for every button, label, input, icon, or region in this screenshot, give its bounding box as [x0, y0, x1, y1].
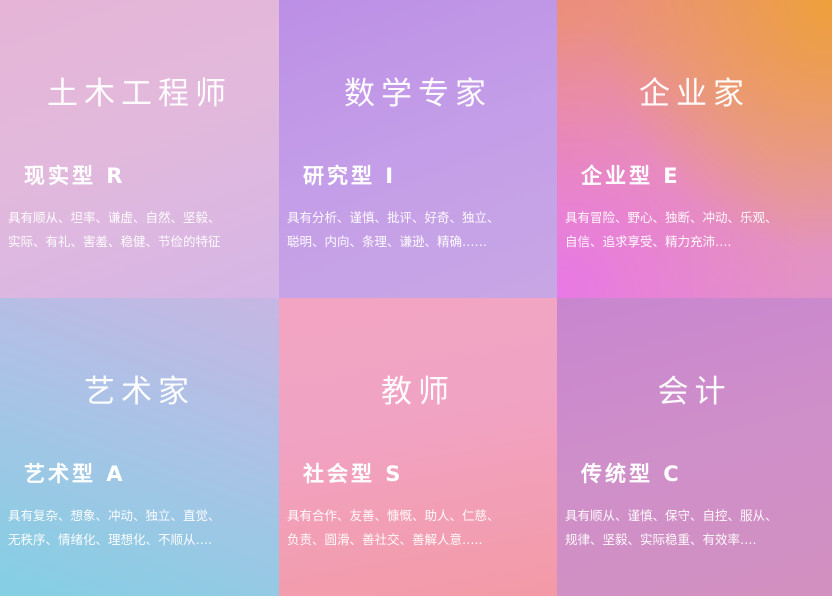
type-label: 企业型 E — [581, 164, 681, 188]
traits-line: 具有复杂、想象、冲动、独立、直觉、 — [8, 508, 221, 523]
type-label: 社会型 S — [303, 462, 404, 486]
traits-line: 具有顺从、坦率、谦虚、自然、坚毅、 — [8, 210, 221, 225]
traits-line: 规律、坚毅、实际稳重、有效率…. — [565, 532, 757, 547]
traits-text: 具有顺从、谨慎、保守、自控、服从、 规律、坚毅、实际稳重、有效率…. — [565, 504, 828, 552]
card-artistic: 艺术家 艺术型 A 具有复杂、想象、冲动、独立、直觉、 无秩序、情绪化、理想化、… — [0, 298, 279, 596]
traits-line: 具有顺从、谨慎、保守、自控、服从、 — [565, 508, 778, 523]
traits-line: 聪明、内向、条理、谦逊、精确…… — [287, 234, 488, 249]
job-title: 会计 — [657, 374, 732, 410]
job-title: 艺术家 — [84, 374, 195, 410]
card-investigative: 数学专家 研究型 I 具有分析、谨慎、批评、好奇、独立、 聪明、内向、条理、谦逊… — [279, 0, 557, 298]
traits-text: 具有冒险、野心、独断、冲动、乐观、 自信、追求享受、精力充沛…. — [565, 206, 828, 254]
job-title: 数学专家 — [344, 76, 492, 112]
traits-line: 具有冒险、野心、独断、冲动、乐观、 — [565, 210, 778, 225]
type-label: 研究型 I — [303, 164, 397, 188]
job-title: 企业家 — [639, 76, 750, 112]
type-label: 传统型 C — [581, 462, 682, 486]
type-label: 艺术型 A — [24, 462, 126, 486]
type-label: 现实型 R — [24, 164, 126, 188]
traits-text: 具有复杂、想象、冲动、独立、直觉、 无秩序、情绪化、理想化、不顺从…. — [8, 504, 275, 552]
traits-line: 具有合作、友善、慷慨、助人、仁慈、 — [287, 508, 500, 523]
traits-text: 具有合作、友善、慷慨、助人、仁慈、 负责、圆滑、善社交、善解人意….. — [287, 504, 553, 552]
card-realistic: 土木工程师 现实型 R 具有顺从、坦率、谦虚、自然、坚毅、 实际、有礼、害羞、稳… — [0, 0, 279, 298]
job-title: 土木工程师 — [47, 76, 232, 112]
traits-line: 自信、追求享受、精力充沛…. — [565, 234, 732, 249]
job-title: 教师 — [381, 374, 455, 410]
card-social: 教师 社会型 S 具有合作、友善、慷慨、助人、仁慈、 负责、圆滑、善社交、善解人… — [279, 298, 557, 596]
traits-text: 具有顺从、坦率、谦虚、自然、坚毅、 实际、有礼、害羞、稳健、节俭的特征 — [8, 206, 275, 254]
traits-line: 负责、圆滑、善社交、善解人意….. — [287, 532, 483, 547]
card-conventional: 会计 传统型 C 具有顺从、谨慎、保守、自控、服从、 规律、坚毅、实际稳重、有效… — [557, 298, 832, 596]
traits-line: 实际、有礼、害羞、稳健、节俭的特征 — [8, 234, 221, 249]
traits-line: 具有分析、谨慎、批评、好奇、独立、 — [287, 210, 500, 225]
traits-line: 无秩序、情绪化、理想化、不顺从…. — [8, 532, 212, 547]
card-enterprising: 企业家 企业型 E 具有冒险、野心、独断、冲动、乐观、 自信、追求享受、精力充沛… — [557, 0, 832, 298]
traits-text: 具有分析、谨慎、批评、好奇、独立、 聪明、内向、条理、谦逊、精确…… — [287, 206, 553, 254]
